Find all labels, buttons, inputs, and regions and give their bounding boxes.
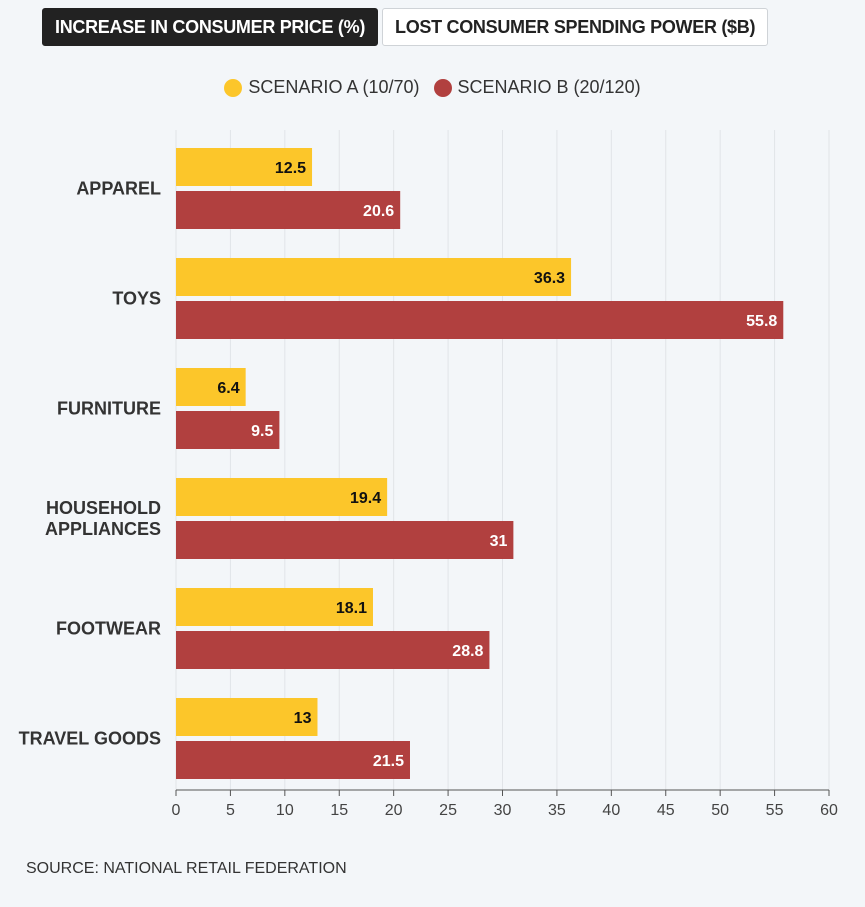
bar-chart: 0 5 10 15 20 25 30 35 40 45 50 55 60 APPAREL 12.5 20.6 T…: [19, 130, 838, 819]
bar: [176, 368, 246, 406]
bar-value-label: 20.6: [363, 203, 394, 220]
bar: [176, 301, 784, 339]
bar-value-label: 28.8: [452, 643, 483, 660]
x-tick-label: 15: [330, 802, 348, 819]
tab-consumer-price[interactable]: INCREASE IN CONSUMER PRICE (%): [42, 8, 379, 46]
bar-value-label: 31: [490, 533, 508, 550]
x-tick-label: 40: [602, 802, 620, 819]
bar: [176, 588, 373, 626]
bar-value-label: 9.5: [251, 423, 273, 440]
bar: [176, 191, 401, 229]
category-label: APPAREL: [76, 179, 161, 199]
category-label: HOUSEHOLD: [46, 498, 161, 518]
bar: [176, 631, 490, 669]
category-label: TRAVEL GOODS: [19, 729, 161, 749]
category-label: FURNITURE: [57, 399, 161, 419]
category-label: APPLIANCES: [45, 519, 161, 539]
x-tick-label: 0: [172, 802, 181, 819]
x-tick-label: 10: [276, 802, 294, 819]
legend-item-scenario-a[interactable]: SCENARIO A (10/70): [224, 77, 420, 98]
bar-value-label: 13: [294, 710, 312, 727]
category-label: FOOTWEAR: [56, 619, 161, 639]
x-tick-label: 20: [385, 802, 403, 819]
legend-label-scenario-b: SCENARIO B (20/120): [457, 77, 641, 97]
x-tick-label: 55: [766, 802, 784, 819]
bar-value-label: 18.1: [336, 600, 367, 617]
source-note: SOURCE: NATIONAL RETAIL FEDERATION: [26, 860, 347, 877]
bar: [176, 411, 280, 449]
bar-value-label: 55.8: [746, 313, 777, 330]
bar-value-label: 6.4: [217, 380, 239, 397]
bar-value-label: 21.5: [373, 753, 404, 770]
bar: [176, 148, 313, 186]
x-tick-label: 35: [548, 802, 566, 819]
bar: [176, 258, 572, 296]
scenario-b-swatch-icon: [433, 78, 452, 97]
bar-value-label: 12.5: [275, 160, 306, 177]
bar-value-label: 19.4: [350, 490, 381, 507]
bar: [176, 521, 514, 559]
bar: [176, 478, 388, 516]
bar-value-label: 36.3: [534, 270, 565, 287]
x-tick-label: 50: [711, 802, 729, 819]
x-tick-label: 25: [439, 802, 457, 819]
tab-spending-power[interactable]: LOST CONSUMER SPENDING POWER ($B): [382, 8, 769, 46]
legend-item-scenario-b[interactable]: SCENARIO B (20/120): [433, 77, 641, 98]
category-label: TOYS: [112, 289, 161, 309]
x-tick-label: 45: [657, 802, 675, 819]
x-tick-label: 30: [494, 802, 512, 819]
x-tick-label: 5: [226, 802, 235, 819]
legend-label-scenario-a: SCENARIO A (10/70): [248, 77, 420, 97]
bar: [176, 741, 410, 779]
chart-legend: SCENARIO A (10/70) SCENARIO B (20/120): [0, 77, 865, 98]
x-tick-label: 60: [820, 802, 838, 819]
metric-tabs: INCREASE IN CONSUMER PRICE (%) LOST CONS…: [42, 8, 769, 46]
scenario-a-swatch-icon: [224, 78, 243, 97]
bar: [176, 698, 318, 736]
